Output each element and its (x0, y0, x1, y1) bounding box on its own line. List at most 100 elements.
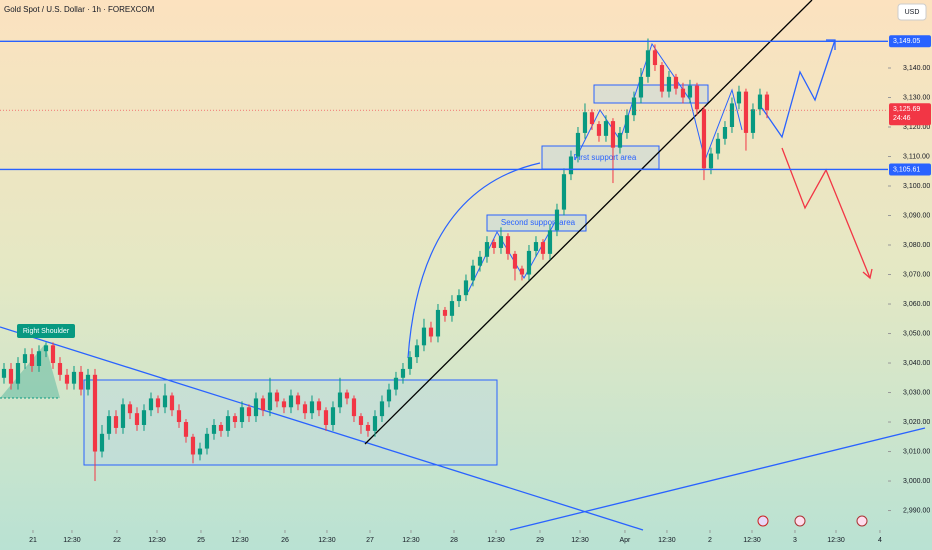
level-tag (889, 163, 931, 176)
candle-body (631, 97, 637, 116)
candle-body (512, 253, 518, 269)
candle-body (442, 309, 448, 316)
candle-body (386, 389, 392, 402)
event-icon[interactable] (794, 515, 806, 527)
candle-body (225, 416, 231, 431)
top-box (593, 84, 709, 104)
candle-body (757, 94, 763, 110)
x-tick-label: 12:30 (402, 537, 420, 544)
candle-body (155, 398, 161, 408)
candle-body (330, 407, 336, 425)
pattern-line (467, 221, 556, 293)
candle-body (652, 50, 658, 66)
candle-body (750, 109, 756, 133)
y-tick-label: 3,080.00 (903, 242, 930, 249)
candle-body (36, 351, 42, 366)
candle-body (617, 132, 623, 148)
candle-body (715, 138, 721, 154)
arrow-head (862, 268, 873, 280)
curve (407, 162, 541, 359)
y-tick-label: 3,020.00 (903, 419, 930, 426)
x-tick-label: 12:30 (487, 537, 505, 544)
x-tick-label: 26 (281, 537, 289, 544)
candle-body (190, 436, 196, 455)
candle-body (78, 371, 84, 390)
y-tick-label: 3,040.00 (903, 360, 930, 367)
candle-body (596, 124, 602, 136)
y-tick-label: 3,060.00 (903, 301, 930, 308)
candle-body (421, 327, 427, 346)
candle-body (162, 395, 168, 408)
projection-down (781, 147, 871, 279)
candle-body (407, 357, 413, 369)
candle-body (659, 65, 665, 92)
event-icon[interactable] (856, 515, 868, 527)
candle-body (575, 132, 581, 157)
candle-body (435, 309, 441, 337)
y-tick-label: 3,090.00 (903, 212, 930, 219)
candle-body (22, 354, 28, 364)
candle-body (645, 50, 651, 77)
second-support-box (486, 214, 587, 232)
candle-body (29, 354, 35, 366)
candle-body (295, 395, 301, 405)
x-tick-label: 22 (113, 537, 121, 544)
event-icon[interactable] (757, 515, 769, 527)
x-tick-label: 4 (878, 537, 882, 544)
candle-body (519, 268, 525, 275)
candle-body (71, 371, 77, 384)
candle-body (561, 174, 567, 210)
candle-body (309, 401, 315, 414)
x-tick-label: 12:30 (148, 537, 166, 544)
candle-body (127, 404, 133, 414)
candle-body (484, 242, 490, 257)
candle-body (57, 363, 63, 375)
last-price-label: 3,125.69 (893, 106, 920, 113)
y-tick-label: 3,030.00 (903, 389, 930, 396)
candle-body (92, 374, 98, 452)
trend-line (0, 326, 644, 531)
candle-body (736, 91, 742, 104)
candle-body (288, 395, 294, 408)
candle-body (687, 85, 693, 98)
candle-body (673, 76, 679, 89)
candle-body (365, 424, 371, 431)
shoulder-tag (17, 324, 75, 338)
y-tick-label: 2,990.00 (903, 507, 930, 514)
candle-body (344, 392, 350, 399)
candle-body (694, 85, 700, 110)
y-tick-label: 3,050.00 (903, 330, 930, 337)
candle-body (64, 374, 70, 384)
candle-body (554, 209, 560, 231)
candle-body (547, 230, 553, 254)
candle-body (505, 236, 511, 254)
last-price-tag (889, 103, 931, 126)
y-tick-label: 3,010.00 (903, 448, 930, 455)
x-tick-label: 2 (708, 537, 712, 544)
candle-body (197, 448, 203, 455)
x-tick-label: 12:30 (231, 537, 249, 544)
level-label: 3,149.05 (893, 38, 920, 45)
candle-body (624, 115, 630, 133)
currency-button[interactable] (897, 3, 927, 21)
candle-body (85, 374, 91, 390)
candle-body (113, 416, 119, 428)
candle-body (204, 433, 210, 449)
annotation: First support area (574, 153, 637, 162)
x-tick-label: 29 (536, 537, 544, 544)
candle-body (274, 392, 280, 402)
candle-body (428, 327, 434, 337)
x-tick-label: 27 (366, 537, 374, 544)
candle-body (477, 256, 483, 266)
candle-body (351, 398, 357, 417)
x-tick-label: 12:30 (318, 537, 336, 544)
candle-body (470, 265, 476, 281)
chart-title: Gold Spot / U.S. Dollar · 1h · FOREXCOM (4, 5, 155, 14)
annotation: Second support area (501, 218, 576, 227)
candle-body (43, 345, 49, 352)
candle-body (260, 398, 266, 411)
candle-body (323, 410, 329, 425)
candle-body (526, 250, 532, 275)
pattern-line (574, 42, 743, 162)
candle-body (498, 236, 504, 248)
